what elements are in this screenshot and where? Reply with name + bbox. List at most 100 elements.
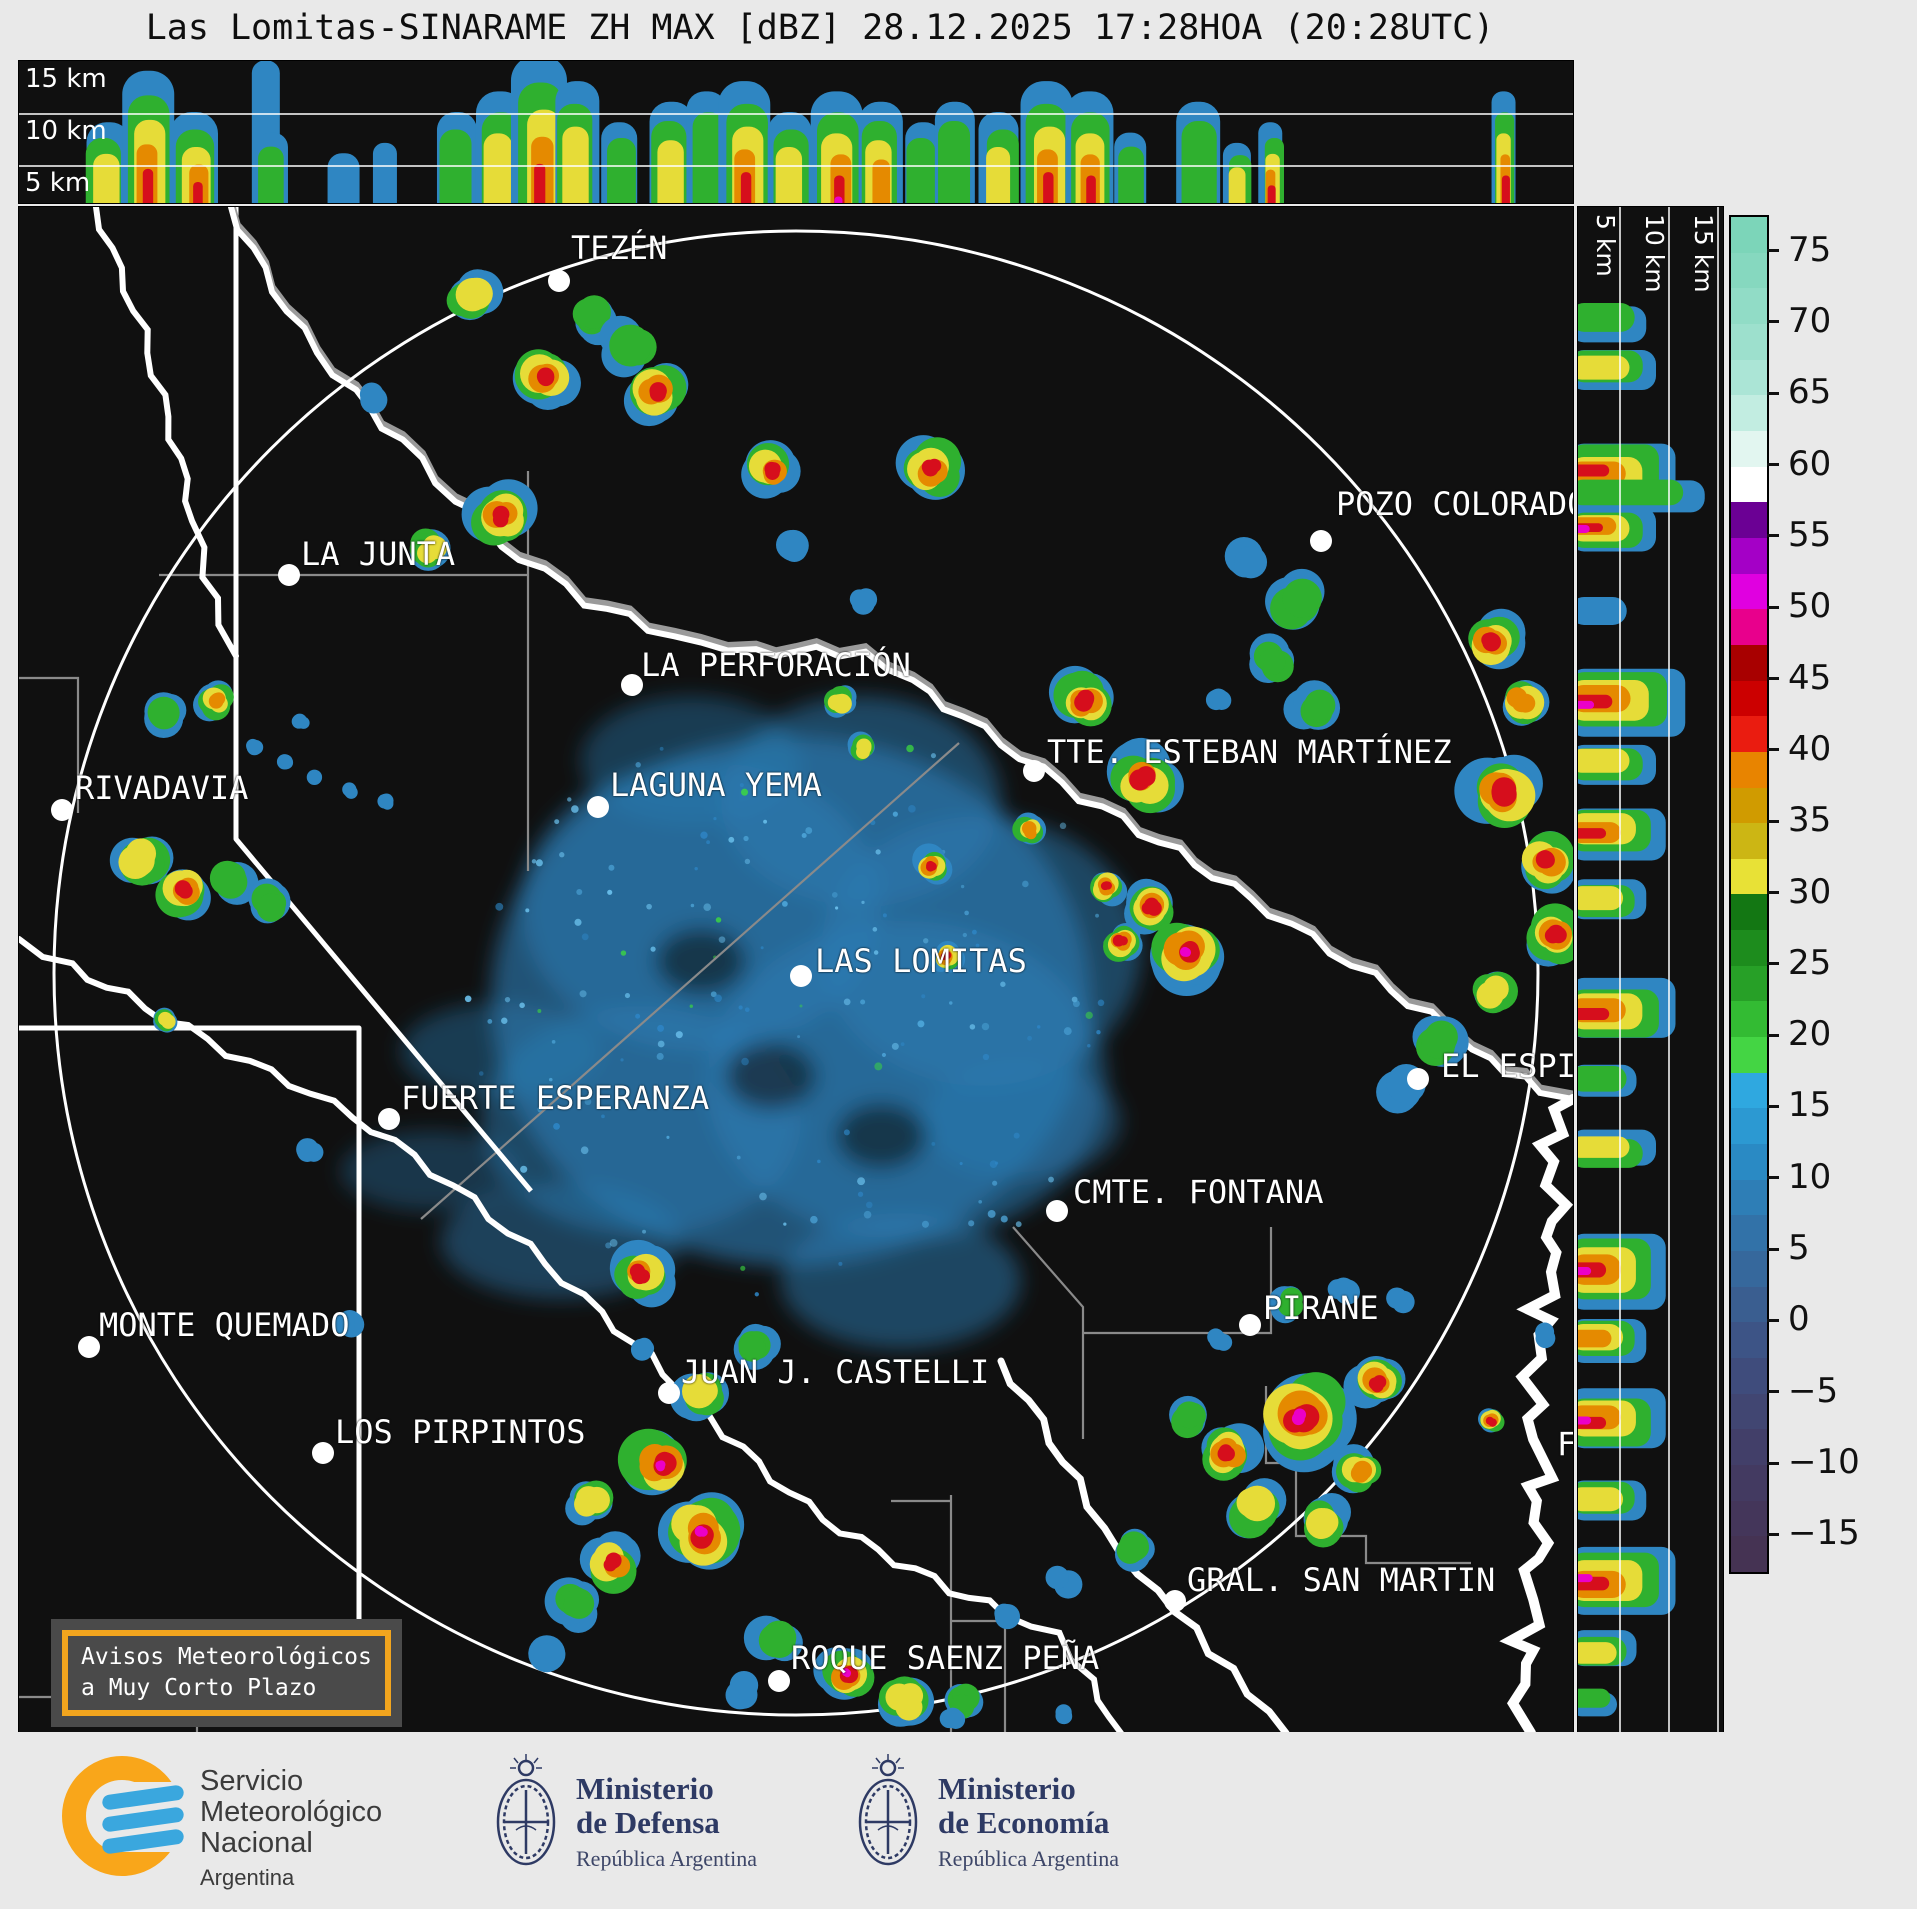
- echo-column: [775, 147, 803, 203]
- echo-cell: [857, 740, 872, 756]
- colorbar-tick: [1767, 1033, 1779, 1037]
- echo-column: [193, 182, 203, 203]
- echo-column: [834, 196, 843, 203]
- colorbar-segment: [1731, 965, 1767, 1002]
- colorbar-tick-label: 30: [1788, 871, 1832, 912]
- city-dot: [587, 796, 609, 818]
- colorbar-tick-label: 0: [1788, 1299, 1810, 1340]
- colorbar-segment: [1731, 1037, 1767, 1073]
- city-dot: [1023, 760, 1045, 782]
- echo-cell: [307, 771, 320, 784]
- echo-column: [1578, 1416, 1592, 1425]
- echo-column: [562, 126, 589, 203]
- colorbar-segment: [1731, 1001, 1767, 1038]
- city-label: PIRANE: [1263, 1289, 1379, 1327]
- echo-cell: [1537, 850, 1555, 869]
- colorbar-tick-label: −5: [1788, 1370, 1839, 1411]
- footer: Servicio Meteorológico Nacional Argentin…: [0, 1732, 1917, 1909]
- height-label-5km: 5 km: [25, 168, 91, 198]
- echo-cell: [1239, 1485, 1276, 1522]
- colorbar-segment: [1731, 716, 1767, 752]
- echo-cell: [1491, 781, 1513, 803]
- colorbar-tick: [1767, 605, 1779, 609]
- colorbar-segment: [1731, 1358, 1767, 1394]
- colorbar-segment: [1731, 1393, 1767, 1430]
- echo-cell: [417, 542, 438, 564]
- echo-cell: [1550, 926, 1567, 944]
- colorbar-tick: [1767, 463, 1779, 467]
- echo-cell: [1103, 881, 1112, 890]
- echo-cell: [1327, 1279, 1348, 1299]
- echo-cell: [691, 1377, 718, 1404]
- colorbar-tick: [1767, 962, 1779, 966]
- colorbar-segment: [1731, 680, 1767, 717]
- colorbar-tick-label: 25: [1788, 943, 1832, 984]
- colorbar-segment: [1731, 930, 1767, 966]
- radar-map-plot: [19, 207, 1573, 1733]
- storm-cells: [109, 269, 1573, 1729]
- colorbar-segment: [1731, 502, 1767, 538]
- colorbar-tick-label: 40: [1788, 729, 1832, 770]
- echo-cell: [994, 1603, 1021, 1630]
- echo-cell: [603, 1558, 617, 1572]
- echo-column: [834, 175, 845, 203]
- city-dot: [278, 564, 300, 586]
- echo-column: [1501, 175, 1510, 203]
- colorbar-segment: [1731, 858, 1767, 895]
- echo-column: [740, 172, 752, 203]
- echo-cell: [1304, 689, 1336, 721]
- city-label: ROQUE SAENZ PEÑA: [791, 1639, 1100, 1677]
- colorbar-segment: [1731, 288, 1767, 324]
- colorbar-segment: [1731, 1464, 1767, 1501]
- colorbar-segment: [1731, 1215, 1767, 1252]
- echo-cell: [922, 460, 939, 477]
- echo-column: [1086, 175, 1096, 203]
- colorbar-segment: [1731, 1429, 1767, 1465]
- colorbar-tick-label: 55: [1788, 515, 1832, 556]
- colorbar-segment: [1731, 466, 1767, 503]
- echo-cell: [738, 1334, 766, 1362]
- colorbar-segment: [1731, 823, 1767, 859]
- echo-column: [692, 112, 725, 203]
- ministerio-economia-wordmark: Ministerio de Economía República Argenti…: [938, 1771, 1120, 1872]
- echo-column: [1578, 1688, 1611, 1708]
- echo-cell: [1146, 900, 1162, 916]
- colorbar-tick: [1767, 534, 1779, 538]
- echo-column: [1578, 700, 1595, 709]
- dbz-colorbar: [1729, 215, 1769, 1574]
- echo-cell: [533, 1643, 562, 1672]
- colorbar-tick: [1767, 320, 1779, 324]
- city-label: MONTE QUEMADO: [99, 1306, 350, 1344]
- echo-cell: [1535, 1328, 1556, 1349]
- echo-column: [1578, 1329, 1612, 1348]
- echo-column: [372, 142, 397, 203]
- colorbar-tick: [1767, 1318, 1779, 1322]
- echo-column: [1578, 1066, 1627, 1092]
- height-label-10km: 10 km: [25, 116, 107, 146]
- right-panel-label-15km: 15 km: [1689, 214, 1718, 293]
- echo-column: [1578, 1267, 1592, 1276]
- echo-column: [1578, 524, 1590, 533]
- echo-cell: [827, 694, 844, 711]
- echo-cell: [844, 1670, 851, 1678]
- colorbar-tick-label: −10: [1788, 1442, 1860, 1483]
- colorbar-tick: [1767, 891, 1779, 894]
- coat-of-arms-economia: [858, 1754, 918, 1866]
- colorbar-segment: [1731, 537, 1767, 574]
- colorbar-segment: [1731, 323, 1767, 360]
- echo-cell: [342, 782, 357, 797]
- echo-column: [258, 146, 284, 203]
- echo-cell: [928, 862, 937, 871]
- echo-cell: [212, 692, 226, 706]
- echo-cell: [1175, 1401, 1203, 1429]
- echo-column: [1578, 1136, 1630, 1158]
- city-dot: [768, 1670, 790, 1692]
- echo-cell: [256, 893, 286, 922]
- weather-warning-box: Avisos Meteorológicos a Muy Corto Plazo: [51, 1619, 402, 1727]
- colorbar-tick-label: 60: [1788, 443, 1832, 484]
- colorbar-segment: [1731, 573, 1767, 610]
- colorbar-segment: [1731, 252, 1767, 289]
- colorbar-tick: [1767, 1176, 1779, 1180]
- echo-cell: [214, 865, 248, 899]
- colorbar-tick-label: 75: [1788, 229, 1832, 270]
